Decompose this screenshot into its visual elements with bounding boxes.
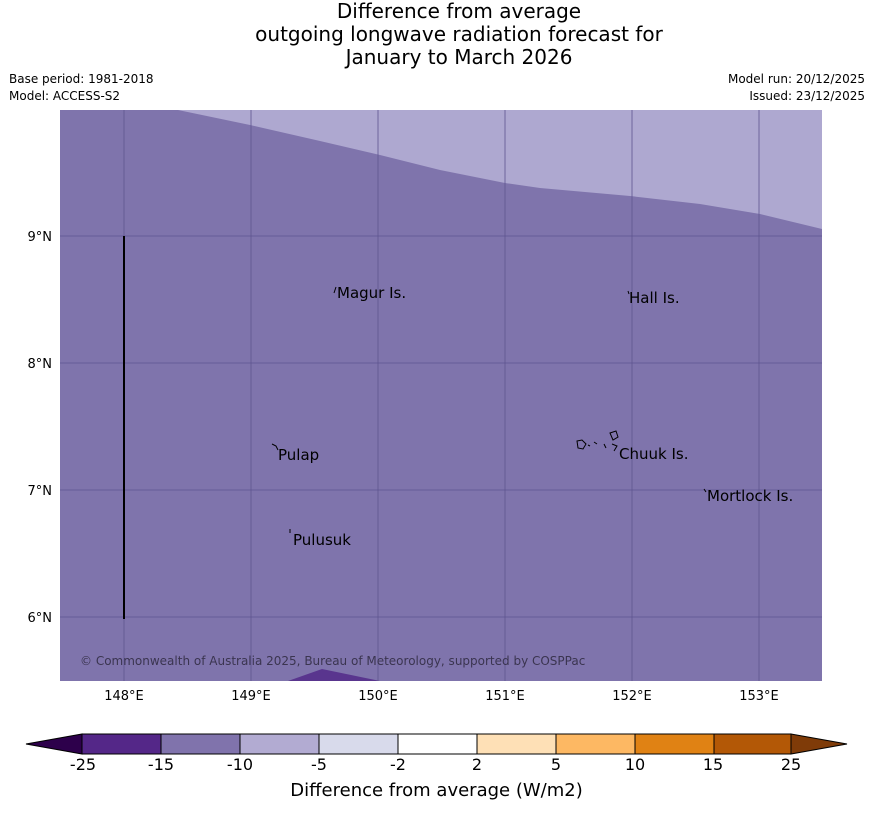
colorbar-tick: 2	[471, 755, 483, 774]
place-label-chuuk: Chuuk Is.	[619, 445, 688, 463]
colorbar-segment-7	[555, 733, 636, 755]
model-text: Model: ACCESS-S2	[9, 89, 121, 103]
pulap-island-shape	[271, 443, 279, 451]
colorbar-tick: 5	[550, 755, 562, 774]
magur-island-shape	[333, 286, 337, 294]
lon-label-149e: 149°E	[231, 689, 271, 704]
map-fill	[60, 110, 822, 681]
lat-label-9n: 9°N	[28, 230, 53, 245]
map-title: Difference from average outgoing longwav…	[0, 0, 873, 69]
lon-label-148e: 148°E	[104, 689, 144, 704]
base-period-text: Base period: 1981-2018	[9, 72, 154, 86]
colorbar-segment-8	[634, 733, 715, 755]
colorbar-tick: 15	[702, 755, 724, 774]
colorbar-segment-5	[397, 733, 478, 755]
colorbar-tick: 25	[780, 755, 802, 774]
colorbar-segment-2	[160, 733, 241, 755]
title-line-2: outgoing longwave radiation forecast for	[255, 22, 663, 46]
colorbar-segment-3	[239, 733, 320, 755]
colorbar-segment-6	[476, 733, 557, 755]
title-line-1: Difference from average	[336, 0, 582, 23]
south-anomaly-patch	[288, 669, 380, 681]
hall-island-shape	[627, 290, 630, 295]
lon-label-150e: 150°E	[358, 689, 398, 704]
model-run-text: Model run: 20/12/2025	[727, 72, 865, 86]
copyright-text: © Commonwealth of Australia 2025, Bureau…	[80, 654, 585, 668]
colorbar-segment-4	[318, 733, 399, 755]
colorbar-tick: -5	[311, 755, 327, 774]
meta-left: Base period: 1981-2018 Model: ACCESS-S2	[9, 71, 154, 105]
issued-text: Issued: 23/12/2025	[749, 89, 865, 103]
title-line-3: January to March 2026	[345, 45, 573, 69]
meta-right: Model run: 20/12/2025 Issued: 23/12/2025	[728, 71, 865, 105]
island-shapes	[271, 286, 707, 533]
place-label-pulusuk: Pulusuk	[293, 531, 351, 549]
colorbar-tick: -2	[390, 755, 406, 774]
place-label-mortlock: Mortlock Is.	[707, 487, 793, 505]
colorbar-tick: -25	[69, 755, 97, 774]
colorbar-tick: 10	[624, 755, 646, 774]
lat-label-7n: 7°N	[28, 484, 53, 499]
colorbar-extend-high	[790, 733, 848, 755]
place-label-hall: Hall Is.	[629, 289, 680, 307]
place-label-pulap: Pulap	[278, 446, 319, 464]
lat-label-8n: 8°N	[28, 357, 53, 372]
chuuk-lagoon-shape	[576, 430, 619, 452]
colorbar-segment-9	[713, 733, 792, 755]
lon-label-151e: 151°E	[485, 689, 525, 704]
colorbar	[25, 733, 848, 755]
lon-label-153e: 153°E	[739, 689, 779, 704]
colorbar-segment-1	[81, 733, 162, 755]
mortlock-island-shape	[703, 488, 707, 493]
colorbar-extend-low	[25, 733, 83, 755]
lon-label-152e: 152°E	[612, 689, 652, 704]
place-label-magur: Magur Is.	[337, 284, 406, 302]
north-anomaly-band	[178, 110, 822, 229]
colorbar-tick: -15	[147, 755, 175, 774]
lat-label-6n: 6°N	[28, 611, 53, 626]
colorbar-label: Difference from average (W/m2)	[290, 780, 583, 801]
colorbar-tick: -10	[226, 755, 254, 774]
